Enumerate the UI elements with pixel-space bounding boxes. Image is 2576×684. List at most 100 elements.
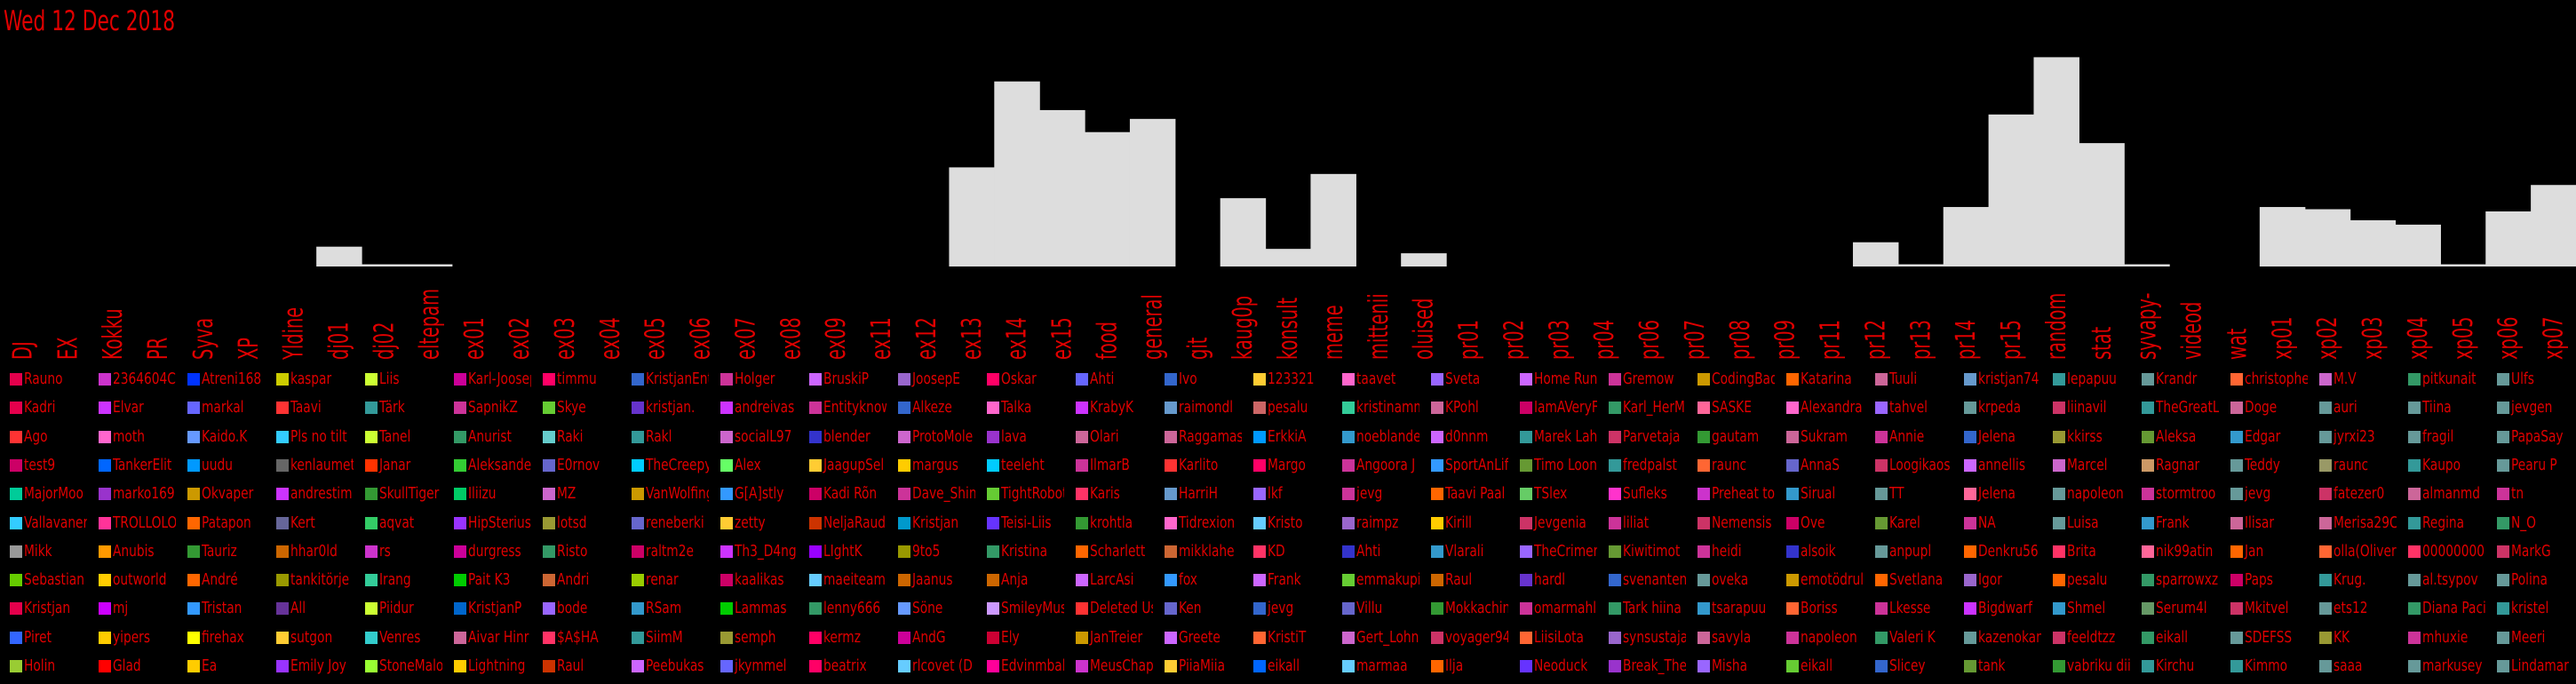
legend-swatch bbox=[1875, 545, 1888, 558]
legend-swatch bbox=[632, 488, 644, 501]
legend-entry: KristjanP bbox=[444, 595, 531, 626]
legend-entry: napoleon bbox=[1777, 624, 1864, 656]
legend-entry: Bigdwarf bbox=[1954, 595, 2041, 626]
legend-username: Okvaper bbox=[202, 484, 254, 504]
legend-entry: Iepapuu bbox=[2043, 366, 2130, 397]
legend-swatch bbox=[1165, 488, 1177, 501]
legend-swatch bbox=[1076, 516, 1088, 529]
legend-entry: Luisa bbox=[2043, 510, 2130, 541]
legend-swatch bbox=[1875, 516, 1888, 529]
legend-entry: Jan bbox=[2221, 538, 2308, 569]
legend-username: markusey bbox=[2422, 656, 2483, 675]
legend-swatch bbox=[1875, 458, 1888, 472]
legend-entry: KristjanEnt bbox=[622, 366, 709, 397]
bar-meme bbox=[1310, 173, 1356, 266]
legend-username: Kristjan bbox=[24, 599, 71, 618]
legend-entry: Talka bbox=[977, 394, 1064, 426]
legend-swatch bbox=[2408, 488, 2421, 501]
legend-entry: Kirchu bbox=[2132, 653, 2219, 684]
legend-swatch bbox=[276, 488, 289, 501]
legend-swatch bbox=[365, 458, 378, 472]
legend-username: Scharlett bbox=[1090, 541, 1146, 561]
legend-entry: Merisa29C bbox=[2310, 510, 2397, 541]
legend-entry: andrestim bbox=[266, 481, 354, 512]
legend-swatch bbox=[187, 373, 200, 386]
legend-entry: Paps bbox=[2221, 567, 2308, 598]
legend-swatch bbox=[1076, 430, 1088, 443]
legend-entry: Ivo bbox=[1155, 366, 1242, 397]
legend-username: KristiT bbox=[1268, 627, 1307, 647]
x-tick-label: pr13 bbox=[1906, 320, 1936, 360]
legend-entry: kristjan. bbox=[622, 394, 709, 426]
legend-username: HarriH bbox=[1179, 484, 1219, 504]
legend-swatch bbox=[1253, 631, 1266, 644]
legend-swatch bbox=[10, 602, 22, 616]
legend-swatch bbox=[2142, 602, 2154, 616]
bar-ex15 bbox=[1039, 109, 1085, 266]
legend-entry: Mkitvel bbox=[2221, 595, 2308, 626]
legend-entry: tank bbox=[1954, 653, 2041, 684]
legend-username: Holger bbox=[735, 370, 775, 388]
x-tick-label: Kokku bbox=[99, 308, 129, 360]
legend-username: KristjanP bbox=[468, 599, 522, 618]
x-tick-label: pr04 bbox=[1590, 320, 1620, 360]
legend-swatch bbox=[543, 516, 555, 529]
legend-swatch bbox=[987, 660, 999, 672]
legend-username: Kaupo bbox=[2422, 455, 2461, 474]
legend-entry: Andri bbox=[533, 567, 620, 598]
bar-xp03 bbox=[2349, 219, 2397, 266]
legend-swatch bbox=[809, 631, 822, 644]
legend-username: Venres bbox=[379, 627, 421, 647]
legend-username: noeblande bbox=[1356, 426, 1419, 446]
legend-entry: Gert_Lohn bbox=[1332, 624, 1419, 656]
legend-entry: fatezer0 bbox=[2310, 481, 2397, 512]
legend-swatch bbox=[2053, 402, 2065, 415]
legend-entry: Sveta bbox=[1421, 366, 1508, 397]
legend-swatch bbox=[2408, 458, 2421, 472]
legend-entry: teeleht bbox=[977, 452, 1064, 483]
legend-entry: All bbox=[266, 595, 354, 626]
legend-username: Kirill bbox=[1445, 513, 1472, 532]
legend-entry: liinavil bbox=[2043, 394, 2130, 426]
legend-swatch bbox=[1520, 631, 1532, 644]
legend-entry: Pait K3 bbox=[444, 567, 531, 598]
legend-swatch bbox=[632, 430, 644, 443]
legend-swatch bbox=[454, 574, 466, 587]
legend-swatch bbox=[1697, 402, 1710, 415]
legend-username: Boriss bbox=[1801, 599, 1838, 618]
legend-entry: KPohl bbox=[1421, 394, 1508, 426]
legend-entry: TSlex bbox=[1510, 481, 1597, 512]
legend-username: G[A]stly bbox=[735, 484, 784, 504]
legend-username: Raul bbox=[557, 656, 584, 675]
legend-swatch bbox=[276, 430, 289, 443]
legend-username: Piret bbox=[24, 627, 52, 647]
legend-entry: bode bbox=[533, 595, 620, 626]
legend-swatch bbox=[2319, 516, 2332, 529]
legend-username: raltm2e bbox=[646, 541, 694, 561]
legend-username: Rauno bbox=[24, 370, 63, 388]
legend-username: uudu bbox=[202, 455, 233, 474]
legend-swatch bbox=[809, 430, 822, 443]
legend-swatch bbox=[1076, 458, 1088, 472]
legend-username: PiiaMiia bbox=[1179, 656, 1226, 675]
legend-swatch bbox=[987, 458, 999, 472]
legend-entry: vabriku dii bbox=[2043, 653, 2130, 684]
x-tick-label: pr14 bbox=[1952, 320, 1982, 360]
legend-entry: TROLLOLOL bbox=[89, 510, 176, 541]
legend-entry: heidi bbox=[1688, 538, 1775, 569]
legend-swatch bbox=[276, 545, 289, 558]
legend-username: Karis bbox=[1090, 484, 1120, 504]
legend-entry: Regina bbox=[2398, 510, 2485, 541]
legend-entry: Gremow bbox=[1599, 366, 1686, 397]
legend-swatch bbox=[1786, 660, 1799, 672]
legend-swatch bbox=[2230, 430, 2243, 443]
legend-swatch bbox=[1786, 402, 1799, 415]
legend-swatch bbox=[1609, 488, 1621, 501]
legend-entry: 123321 bbox=[1244, 366, 1331, 397]
legend-entry: mikklahe bbox=[1155, 538, 1242, 569]
legend-username: kaalikas bbox=[735, 570, 784, 590]
legend-username: Liis bbox=[379, 370, 400, 388]
legend-username: Serum4l bbox=[2156, 599, 2207, 618]
legend-username: marko169 bbox=[113, 484, 175, 504]
legend-username: Frank bbox=[1268, 570, 1301, 590]
